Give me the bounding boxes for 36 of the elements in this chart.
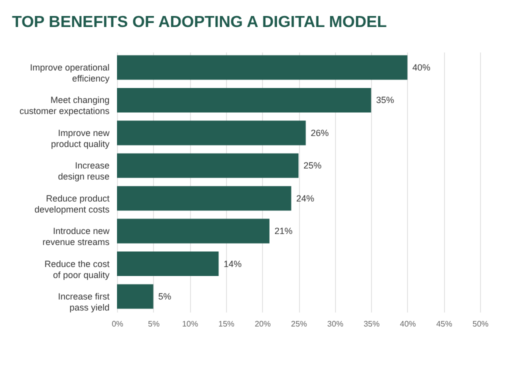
bar <box>117 186 292 211</box>
data-label: 5% <box>158 291 172 302</box>
y-tick-label: Introduce new revenue streams <box>42 226 110 248</box>
x-tick-label: 25% <box>290 320 308 328</box>
x-tick-label: 35% <box>364 320 380 328</box>
y-tick-label: Improve operational efficiency <box>30 62 110 84</box>
y-tick-label: Reduce product development costs <box>34 193 110 214</box>
x-tick-label: 10% <box>182 320 198 328</box>
y-tick-label: Improve new product quality <box>50 128 110 149</box>
x-tick-label: 20% <box>254 320 271 328</box>
x-tick-label: 40% <box>400 320 416 328</box>
data-label: 14% <box>224 258 242 269</box>
x-tick-label: 0% <box>112 320 124 328</box>
y-tick-label: Reduce the cost of poor quality <box>44 258 110 280</box>
bar <box>117 251 219 276</box>
data-label: 40% <box>412 62 430 73</box>
y-tick-label: Increase first pass yield <box>58 291 110 312</box>
data-label: 21% <box>274 226 292 236</box>
y-tick-label: Meet changing customer expectations <box>19 95 110 116</box>
data-label: 25% <box>304 160 322 171</box>
bar <box>117 218 270 244</box>
x-tick-label: 45% <box>436 320 452 328</box>
data-label: 24% <box>296 193 314 204</box>
bar <box>117 88 372 113</box>
x-tick-label: 30% <box>327 320 344 328</box>
x-tick-label: 15% <box>218 320 234 328</box>
x-tick-label: 50% <box>472 320 489 328</box>
data-label: 26% <box>310 128 329 138</box>
bar <box>117 153 298 178</box>
bar <box>117 120 306 146</box>
y-tick-label: Increase design reuse <box>58 160 110 182</box>
chart-title: TOP BENEFITS OF ADOPTING A DIGITAL MODEL <box>12 14 388 31</box>
bar <box>117 284 154 309</box>
x-tick-label: 5% <box>148 320 160 328</box>
bar <box>117 55 408 80</box>
data-label: 35% <box>376 95 394 106</box>
